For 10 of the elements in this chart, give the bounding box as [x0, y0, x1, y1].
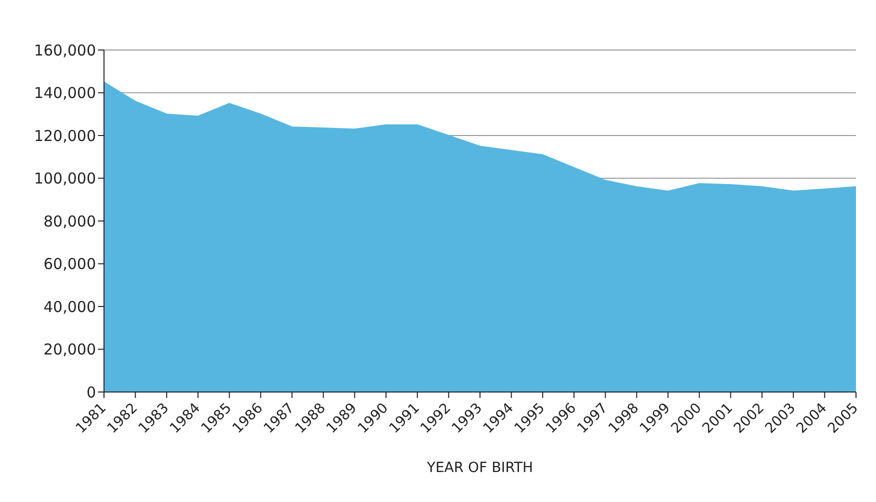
- y-tick-label: 140,000: [34, 84, 96, 102]
- y-tick-label: 120,000: [34, 126, 96, 145]
- y-tick-label: 40,000: [44, 298, 96, 316]
- y-tick-label: 80,000: [44, 212, 96, 230]
- y-tick-label: 60,000: [44, 255, 96, 274]
- y-tick-label: 160,000: [34, 41, 96, 60]
- x-axis-title: YEAR OF BIRTH: [426, 460, 534, 476]
- y-tick-label: 20,000: [44, 340, 96, 359]
- y-tick-label: 0: [86, 383, 96, 402]
- y-tick-label: 100,000: [34, 170, 96, 188]
